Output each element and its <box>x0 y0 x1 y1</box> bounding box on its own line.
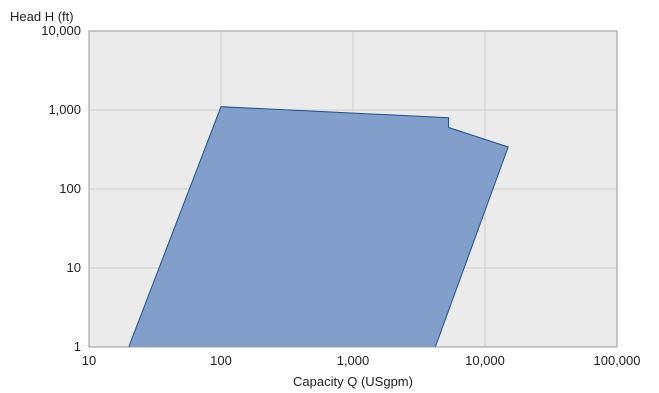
x-tick-label: 10,000 <box>465 353 505 368</box>
y-axis-ticks: 1 10 100 1,000 10,000 <box>41 23 81 354</box>
x-tick-label: 100 <box>210 353 232 368</box>
x-axis-title: Capacity Q (USgpm) <box>293 374 413 389</box>
y-axis-title: Head H (ft) <box>10 9 74 24</box>
y-tick-label: 1 <box>74 339 81 354</box>
y-tick-label: 100 <box>59 181 81 196</box>
x-tick-label: 10 <box>82 353 96 368</box>
x-axis-ticks: 10 100 1,000 10,000 100,000 <box>82 353 641 368</box>
plot-frame <box>88 30 618 348</box>
y-tick-label: 1,000 <box>48 102 81 117</box>
y-tick-label: 10 <box>67 260 81 275</box>
x-tick-label: 100,000 <box>594 353 641 368</box>
y-tick-label: 10,000 <box>41 23 81 38</box>
x-tick-label: 1,000 <box>337 353 370 368</box>
